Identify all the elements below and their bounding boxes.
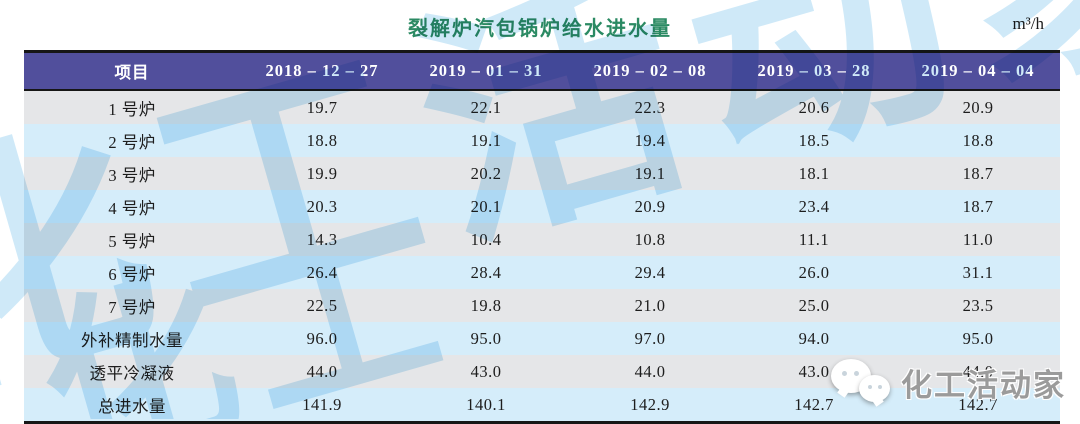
cell: 10.8 — [568, 223, 732, 256]
cell: 26.4 — [240, 256, 404, 289]
cell: 19.1 — [404, 124, 568, 157]
col-header-date4: 2019 – 03 – 28 — [732, 50, 896, 91]
row-label: 总进水量 — [24, 388, 240, 424]
cell: 18.1 — [732, 157, 896, 190]
row-label: 透平冷凝液 — [24, 355, 240, 388]
cell: 18.7 — [896, 157, 1060, 190]
cell: 140.1 — [404, 388, 568, 424]
cell: 10.4 — [404, 223, 568, 256]
cell: 18.7 — [896, 190, 1060, 223]
cell: 20.1 — [404, 190, 568, 223]
cell: 44.0 — [568, 355, 732, 388]
unit-label: m³/h — [1012, 14, 1044, 33]
table-row: 2 号炉 18.8 19.1 19.4 18.5 18.8 — [24, 124, 1060, 157]
table-row: 6 号炉 26.4 28.4 29.4 26.0 31.1 — [24, 256, 1060, 289]
cell: 94.0 — [732, 322, 896, 355]
cell: 29.4 — [568, 256, 732, 289]
cell: 14.3 — [240, 223, 404, 256]
row-label: 外补精制水量 — [24, 322, 240, 355]
col-header-date1: 2018 – 12 – 27 — [240, 50, 404, 91]
row-label: 3 号炉 — [24, 157, 240, 190]
col-header-date5: 2019 – 04 – 04 — [896, 50, 1060, 91]
row-label: 6 号炉 — [24, 256, 240, 289]
cell: 142.9 — [568, 388, 732, 424]
cell: 19.7 — [240, 90, 404, 124]
cell: 18.8 — [896, 124, 1060, 157]
cell: 18.5 — [732, 124, 896, 157]
cell: 11.0 — [896, 223, 1060, 256]
cell: 19.8 — [404, 289, 568, 322]
cell: 43.0 — [404, 355, 568, 388]
cell: 22.1 — [404, 90, 568, 124]
cell: 20.3 — [240, 190, 404, 223]
cell: 21.0 — [568, 289, 732, 322]
cell: 11.1 — [732, 223, 896, 256]
header-row: 项目 2018 – 12 – 27 2019 – 01 – 31 2019 – … — [24, 50, 1060, 91]
cell: 19.9 — [240, 157, 404, 190]
cell: 23.4 — [732, 190, 896, 223]
table-row: 7 号炉 22.5 19.8 21.0 25.0 23.5 — [24, 289, 1060, 322]
col-header-date2: 2019 – 01 – 31 — [404, 50, 568, 91]
table-row: 透平冷凝液 44.0 43.0 44.0 43.0 44.0 — [24, 355, 1060, 388]
row-label: 5 号炉 — [24, 223, 240, 256]
page-title: 裂解炉汽包锅炉给水进水量 — [408, 18, 672, 40]
cell: 44.0 — [240, 355, 404, 388]
cell: 95.0 — [896, 322, 1060, 355]
cell: 95.0 — [404, 322, 568, 355]
row-label: 7 号炉 — [24, 289, 240, 322]
cell: 19.1 — [568, 157, 732, 190]
table-row: 总进水量 141.9 140.1 142.9 142.7 142.7 — [24, 388, 1060, 424]
table-row: 3 号炉 19.9 20.2 19.1 18.1 18.7 — [24, 157, 1060, 190]
cell: 19.4 — [568, 124, 732, 157]
cell: 25.0 — [732, 289, 896, 322]
title-bar: 裂解炉汽包锅炉给水进水量 m³/h — [0, 8, 1080, 42]
cell: 96.0 — [240, 322, 404, 355]
cell: 97.0 — [568, 322, 732, 355]
cell: 142.7 — [896, 388, 1060, 424]
row-label: 1 号炉 — [24, 90, 240, 124]
cell: 20.6 — [732, 90, 896, 124]
row-label: 2 号炉 — [24, 124, 240, 157]
col-header-date3: 2019 – 02 – 08 — [568, 50, 732, 91]
table-row: 4 号炉 20.3 20.1 20.9 23.4 18.7 — [24, 190, 1060, 223]
col-header-item: 项目 — [24, 50, 240, 91]
cell: 22.5 — [240, 289, 404, 322]
cell: 43.0 — [732, 355, 896, 388]
cell: 44.0 — [896, 355, 1060, 388]
cell: 23.5 — [896, 289, 1060, 322]
cell: 31.1 — [896, 256, 1060, 289]
cell: 20.2 — [404, 157, 568, 190]
cell: 22.3 — [568, 90, 732, 124]
table-row: 1 号炉 19.7 22.1 22.3 20.6 20.9 — [24, 90, 1060, 124]
feedwater-table: 项目 2018 – 12 – 27 2019 – 01 – 31 2019 – … — [24, 50, 1060, 424]
table-row: 5 号炉 14.3 10.4 10.8 11.1 11.0 — [24, 223, 1060, 256]
table-row: 外补精制水量 96.0 95.0 97.0 94.0 95.0 — [24, 322, 1060, 355]
cell: 141.9 — [240, 388, 404, 424]
cell: 26.0 — [732, 256, 896, 289]
cell: 18.8 — [240, 124, 404, 157]
cell: 142.7 — [732, 388, 896, 424]
row-label: 4 号炉 — [24, 190, 240, 223]
cell: 20.9 — [568, 190, 732, 223]
cell: 28.4 — [404, 256, 568, 289]
cell: 20.9 — [896, 90, 1060, 124]
